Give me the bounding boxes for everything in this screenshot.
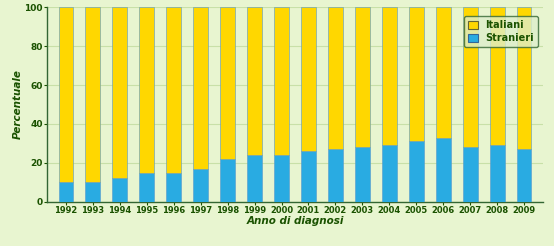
Bar <box>220 159 235 202</box>
Bar <box>328 149 343 202</box>
Bar <box>85 182 100 202</box>
Bar <box>436 138 450 202</box>
Bar <box>355 147 370 202</box>
Bar <box>220 7 235 159</box>
Bar <box>59 7 73 182</box>
Bar <box>517 7 531 149</box>
Bar <box>193 7 208 169</box>
X-axis label: Anno di diagnosi: Anno di diagnosi <box>247 216 343 226</box>
Bar <box>112 178 127 202</box>
Bar <box>193 169 208 202</box>
Bar <box>274 7 289 155</box>
Bar <box>247 7 262 155</box>
Bar <box>59 182 73 202</box>
Bar <box>436 7 450 138</box>
Bar <box>166 7 181 173</box>
Bar <box>382 145 397 202</box>
Bar <box>355 7 370 147</box>
Bar <box>463 147 478 202</box>
Bar <box>463 7 478 147</box>
Y-axis label: Percentuale: Percentuale <box>13 70 23 139</box>
Bar <box>301 151 316 202</box>
Bar <box>301 7 316 151</box>
Bar <box>247 155 262 202</box>
Bar <box>382 7 397 145</box>
Bar <box>140 7 154 173</box>
Bar <box>409 7 424 141</box>
Bar <box>490 7 505 145</box>
Bar <box>85 7 100 182</box>
Legend: Italiani, Stranieri: Italiani, Stranieri <box>464 16 538 47</box>
Bar <box>140 173 154 202</box>
Bar <box>112 7 127 178</box>
Bar <box>328 7 343 149</box>
Bar <box>166 173 181 202</box>
Bar <box>490 145 505 202</box>
Bar <box>517 149 531 202</box>
Bar <box>409 141 424 202</box>
Bar <box>274 155 289 202</box>
